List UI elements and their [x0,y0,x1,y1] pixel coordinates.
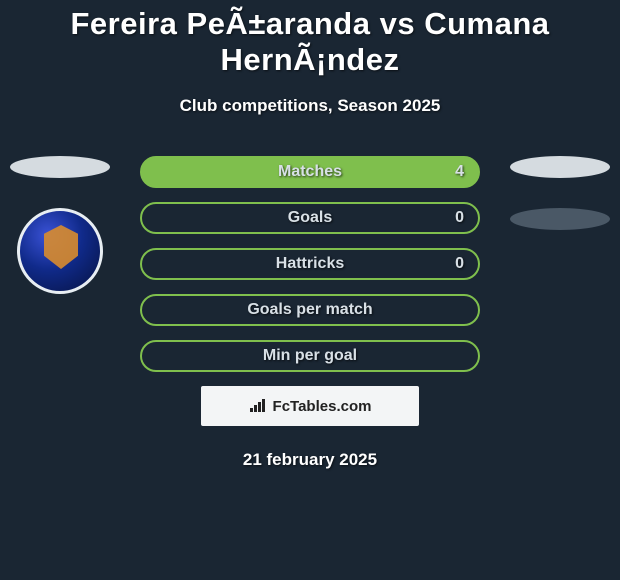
bar-chart-icon [249,399,267,413]
stat-value: 0 [455,255,464,273]
watermark-text: FcTables.com [273,398,372,415]
stats-table: Matches 4 Goals 0 Hattricks 0 Goals per match M… [140,156,480,372]
watermark-badge: FcTables.com [201,386,419,426]
comparison-body: Matches 4 Goals 0 Hattricks 0 Goals per match M… [0,156,620,470]
stat-value: 0 [455,209,464,227]
stat-row: Matches 4 [140,156,480,188]
stat-label: Hattricks [276,255,344,273]
stat-label: Matches [278,163,342,181]
right-player-column [510,156,610,260]
left-ellipse-placeholder [10,156,110,178]
stat-row: Goals per match [140,294,480,326]
right-ellipse-placeholder-2 [510,208,610,230]
stat-value: 4 [455,163,464,181]
stat-row: Min per goal [140,340,480,372]
left-player-avatar [17,208,103,294]
right-ellipse-placeholder-1 [510,156,610,178]
stat-label: Goals [288,209,332,227]
comparison-date: 21 february 2025 [0,450,620,470]
stat-label: Min per goal [263,347,357,365]
stat-row: Hattricks 0 [140,248,480,280]
comparison-subtitle: Club competitions, Season 2025 [0,96,620,116]
stat-row: Goals 0 [140,202,480,234]
comparison-title: Fereira PeÃ±aranda vs Cumana HernÃ¡ndez [0,0,620,78]
stat-label: Goals per match [247,301,372,319]
left-player-column [10,156,110,294]
